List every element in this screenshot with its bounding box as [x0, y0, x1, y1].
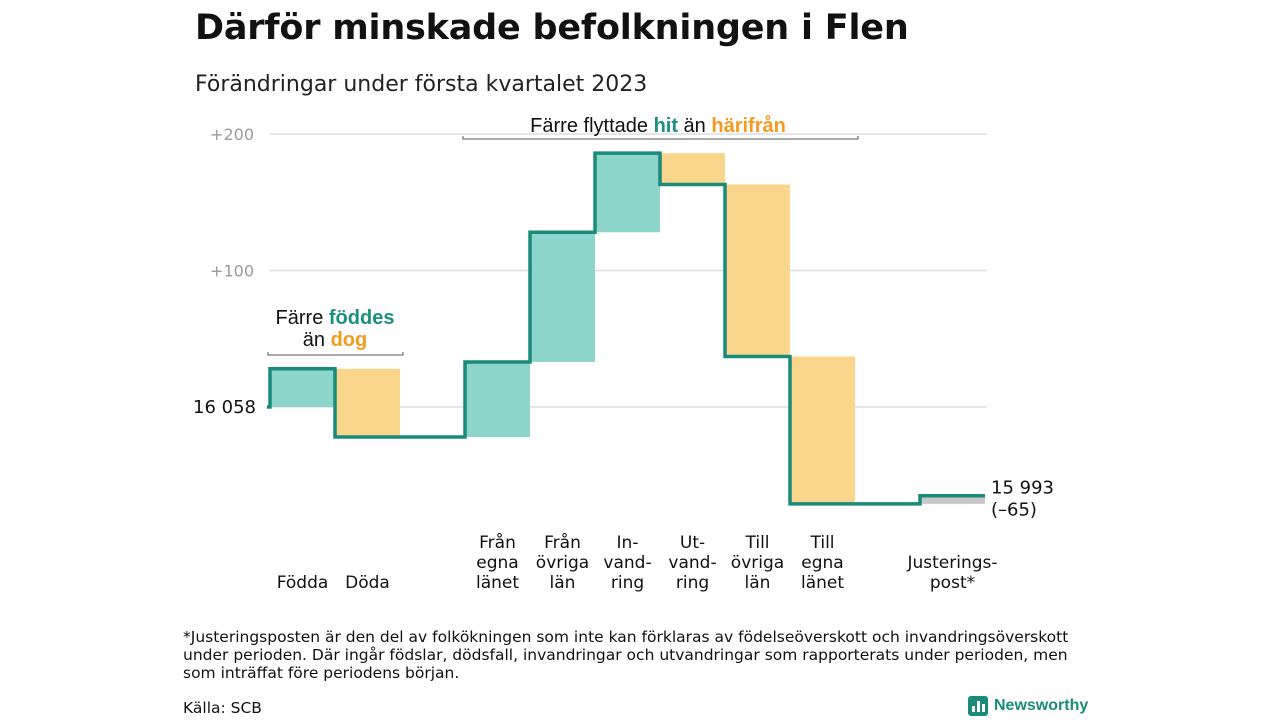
category-label: post*	[930, 573, 975, 593]
category-label: Döda	[345, 573, 390, 593]
bar-increase	[270, 368, 335, 407]
bar-increase	[465, 361, 530, 438]
chart-title: Därför minskade befolkningen i Flen	[195, 8, 909, 48]
start-value-label: 16 058	[193, 397, 256, 418]
bar-increase	[595, 153, 660, 233]
end-change-label: (–65)	[991, 500, 1037, 521]
category-label: länet	[476, 573, 519, 593]
footnote: *Justeringsposten är den del av folkökni…	[183, 628, 1069, 682]
bar-adjustment	[920, 495, 985, 504]
category-label: Till	[809, 533, 834, 553]
category-label: övriga	[536, 553, 589, 573]
category-label: ring	[611, 573, 644, 593]
bar-decrease	[335, 368, 400, 438]
category-label: Från	[479, 532, 516, 553]
category-label: vand-	[668, 553, 716, 573]
bar-decrease	[660, 153, 725, 185]
category-label: Justerings-	[906, 553, 997, 573]
brand-name: Newsworthy	[994, 697, 1089, 714]
category-label: Födda	[277, 573, 329, 593]
category-label: län	[550, 573, 576, 593]
annotation-bracket	[267, 352, 404, 356]
y-tick-label: +100	[210, 262, 254, 281]
annotation-line: än dog	[303, 329, 367, 351]
bar-decrease	[725, 184, 790, 357]
category-label: län	[745, 573, 771, 593]
y-tick-label: +200	[210, 125, 254, 144]
category-label: Till	[744, 533, 769, 553]
category-label: Ut-	[680, 533, 705, 553]
bar-chart-icon	[968, 696, 988, 716]
annotation-line: Färre föddes	[276, 307, 395, 329]
bar-increase	[530, 232, 595, 362]
category-label: Från	[544, 532, 581, 553]
category-label: ring	[676, 573, 709, 593]
category-label: egna	[476, 553, 518, 573]
annotation-line: Färre flyttade hit än härifrån	[530, 114, 786, 137]
category-label: övriga	[731, 553, 784, 573]
cumulative-step-line	[267, 151, 985, 506]
annotation-bracket	[462, 136, 859, 140]
source-note: Källa: SCB	[183, 699, 262, 717]
brand-logo: Newsworthy	[968, 696, 1088, 716]
chart-subtitle: Förändringar under första kvartalet 2023	[195, 72, 648, 97]
end-value-label: 15 993	[991, 478, 1054, 499]
category-label: egna	[801, 553, 843, 573]
category-label: In-	[617, 533, 639, 553]
bar-decrease	[790, 356, 855, 504]
category-label: länet	[801, 573, 844, 593]
category-label: vand-	[603, 553, 651, 573]
